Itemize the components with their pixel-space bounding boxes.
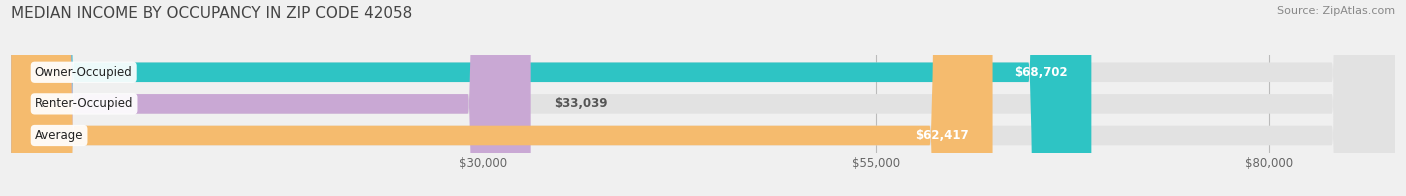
Text: MEDIAN INCOME BY OCCUPANCY IN ZIP CODE 42058: MEDIAN INCOME BY OCCUPANCY IN ZIP CODE 4… (11, 6, 412, 21)
Text: Renter-Occupied: Renter-Occupied (35, 97, 134, 110)
FancyBboxPatch shape (11, 0, 1395, 196)
Text: $68,702: $68,702 (1014, 66, 1067, 79)
FancyBboxPatch shape (11, 0, 1395, 196)
Text: $33,039: $33,039 (554, 97, 607, 110)
Text: Owner-Occupied: Owner-Occupied (35, 66, 132, 79)
FancyBboxPatch shape (11, 0, 1091, 196)
FancyBboxPatch shape (11, 0, 1395, 196)
Text: Source: ZipAtlas.com: Source: ZipAtlas.com (1277, 6, 1395, 16)
FancyBboxPatch shape (11, 0, 530, 196)
Text: Average: Average (35, 129, 83, 142)
Text: $62,417: $62,417 (915, 129, 969, 142)
FancyBboxPatch shape (11, 0, 993, 196)
